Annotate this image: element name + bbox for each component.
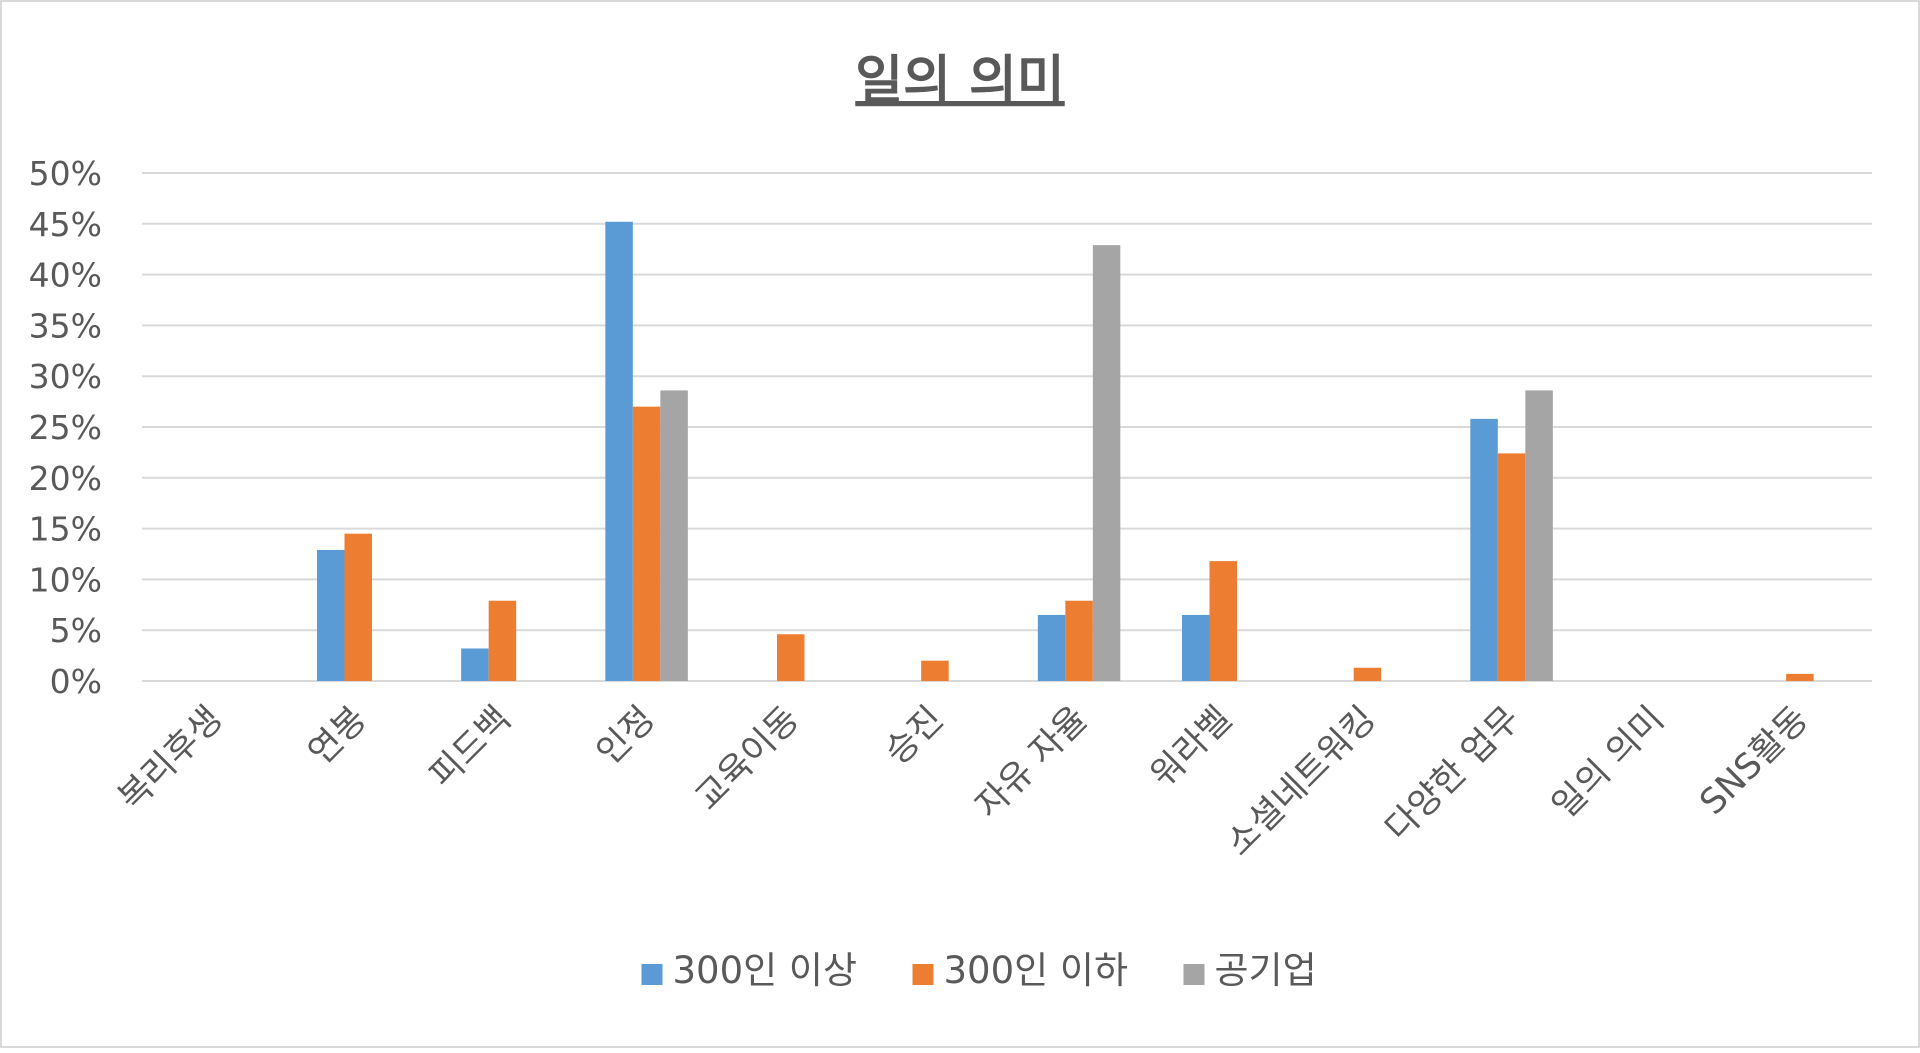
legend-label: 300인 이상 — [673, 949, 858, 992]
category-label: 자유 자율 — [968, 699, 1095, 826]
bar-series-1-7 — [1209, 561, 1237, 681]
bar-series-0-2 — [461, 648, 489, 681]
y-tick-label: 5% — [50, 611, 102, 650]
legend: 300인 이상 300인 이하 공기업 — [641, 949, 1317, 992]
category-label: 교육이동 — [688, 699, 807, 818]
category-label: 승진 — [877, 699, 951, 773]
category-label: 다양한 업무 — [1378, 699, 1528, 849]
y-tick-label: 25% — [29, 408, 102, 447]
category-label: 연봉 — [301, 699, 375, 773]
legend-swatch — [912, 964, 934, 985]
y-tick-label: 20% — [29, 459, 102, 498]
bar-series-1-2 — [488, 600, 517, 681]
category-label: 복리후생 — [111, 699, 230, 818]
chart-title: 일의 의미 — [855, 51, 1064, 111]
bar-series-2-9 — [1525, 390, 1553, 681]
bar-series-2-6 — [1092, 245, 1121, 682]
legend-label: 300인 이하 — [944, 949, 1129, 992]
bar-series-0-7 — [1182, 614, 1210, 681]
bar-series-1-9 — [1497, 453, 1526, 681]
category-label: 워라벨 — [1143, 699, 1240, 796]
gridlines — [142, 172, 1872, 682]
category-label: 소셜네트워킹 — [1219, 699, 1384, 864]
legend-swatch — [641, 964, 663, 985]
y-tick-label: 30% — [29, 357, 102, 396]
y-tick-label: 35% — [29, 306, 102, 345]
y-axis-ticks: 0% 5% 10% 15% 20% 25% 30% 35% 40% 45% 50% — [29, 154, 102, 701]
legend-swatch — [1183, 964, 1205, 985]
y-tick-label: 50% — [29, 154, 102, 193]
bar-series-0-1 — [317, 549, 345, 681]
category-label: 일의 의미 — [1545, 699, 1672, 826]
y-tick-label: 10% — [29, 560, 102, 599]
bars — [317, 221, 1814, 682]
bar-series-1-6 — [1065, 600, 1093, 681]
y-tick-label: 40% — [29, 256, 102, 295]
bar-series-1-11 — [1786, 673, 1814, 681]
bar-series-1-1 — [344, 533, 372, 681]
category-label: 피드백 — [422, 699, 519, 796]
y-tick-label: 45% — [29, 205, 102, 244]
category-label: SNS활동 — [1693, 699, 1817, 823]
bar-series-1-5 — [921, 660, 949, 681]
bar-series-1-3 — [632, 406, 661, 681]
bar-series-1-4 — [777, 634, 805, 681]
legend-label: 공기업 — [1215, 949, 1317, 992]
bar-series-0-9 — [1470, 418, 1498, 681]
y-tick-label: 15% — [29, 510, 102, 549]
category-label: 인정 — [589, 699, 663, 773]
y-tick-label: 0% — [50, 662, 102, 701]
bar-series-0-3 — [605, 221, 633, 681]
bar-series-0-6 — [1037, 614, 1066, 681]
bar-series-2-3 — [660, 390, 688, 681]
bar-series-1-8 — [1353, 667, 1382, 681]
